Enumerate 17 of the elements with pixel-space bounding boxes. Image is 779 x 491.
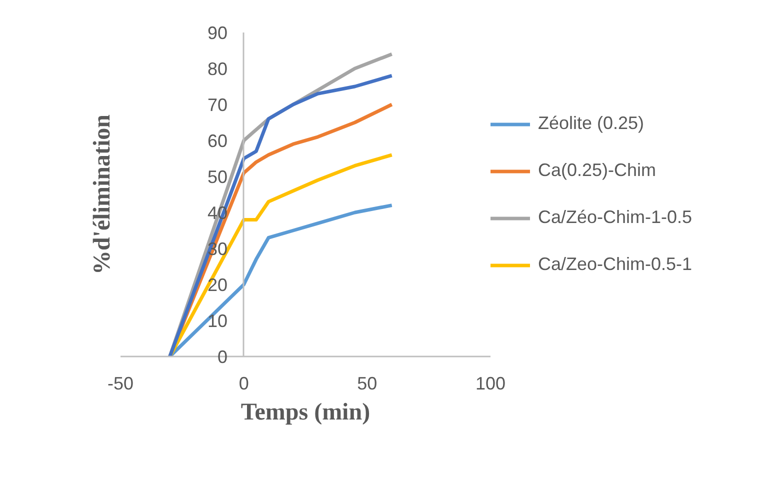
x-axis-title: Temps (min) <box>240 400 370 426</box>
y-tick-label: 10 <box>207 311 228 331</box>
y-tick-label: 50 <box>207 167 228 187</box>
y-tick-label: 70 <box>207 95 228 115</box>
legend-label: Ca(0.25)-Chim <box>538 160 656 181</box>
x-tick-label: 0 <box>238 374 249 394</box>
legend-label: Ca/Zeo-Chim-0.5-1 <box>538 254 692 275</box>
x-tick-label: -50 <box>107 374 134 394</box>
legend-label: Zéolite (0.25) <box>538 113 644 134</box>
x-tick-label: 100 <box>475 374 506 394</box>
y-tick-label: 80 <box>207 59 228 79</box>
y-tick-label: 0 <box>217 347 228 367</box>
legend-label: Ca/Zéo-Chim-1-0.5 <box>538 207 692 228</box>
y-axis-title: %d'élimination <box>90 114 116 275</box>
y-tick-label: 60 <box>207 131 228 151</box>
y-tick-label: 90 <box>207 23 228 43</box>
x-tick-label: 50 <box>357 374 378 394</box>
